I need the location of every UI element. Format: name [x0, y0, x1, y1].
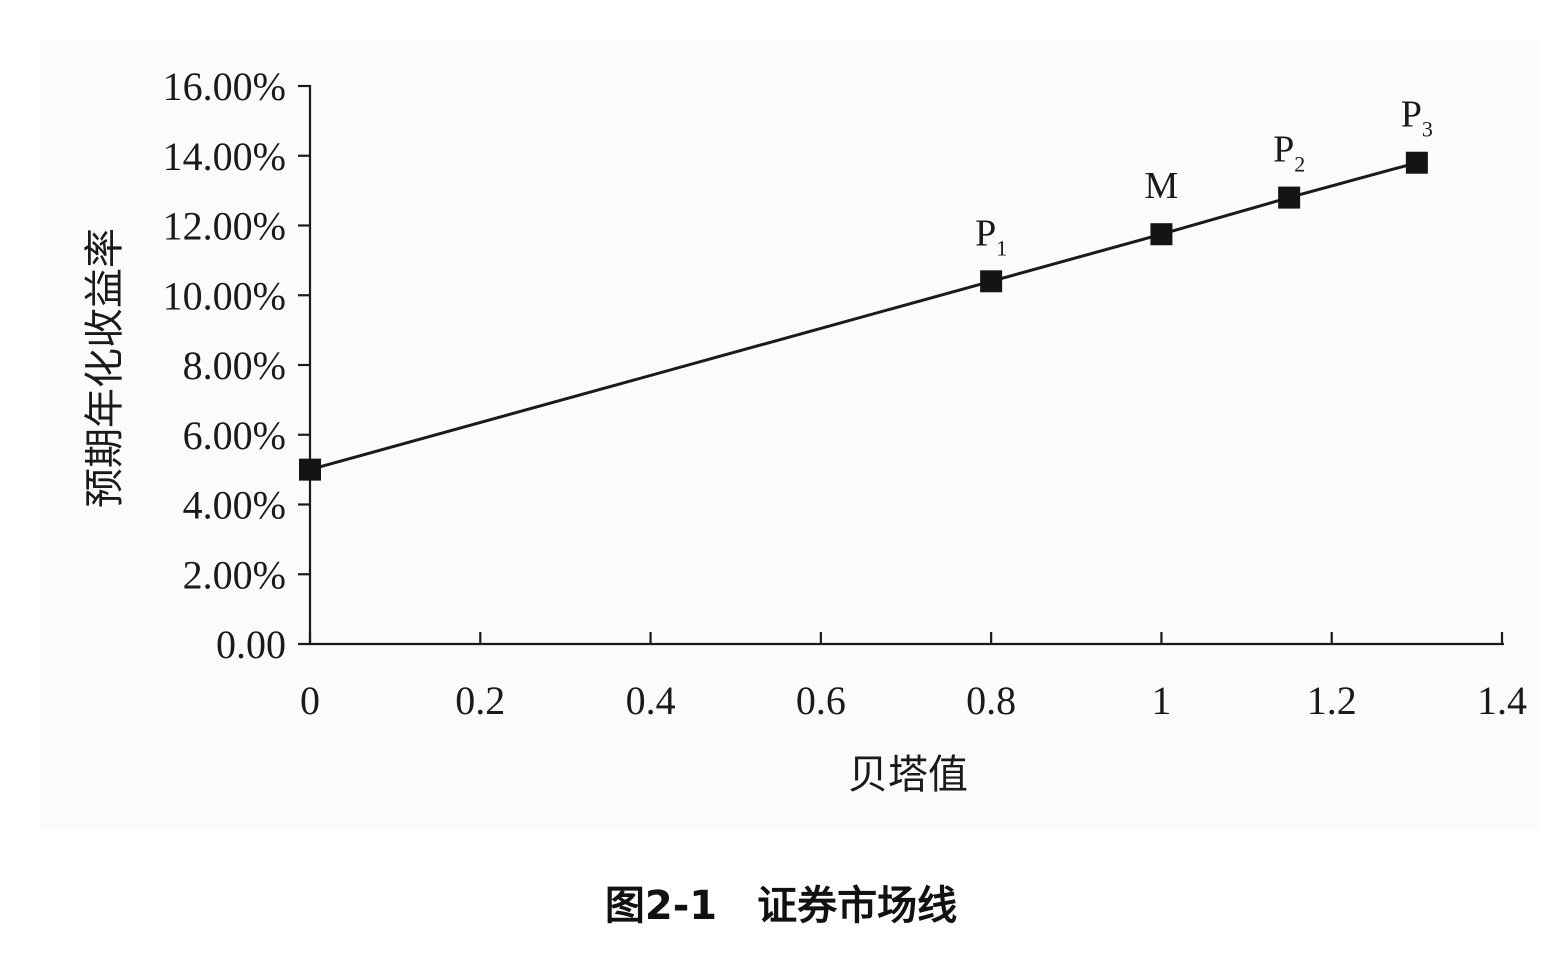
point-label-subscript: 1	[996, 235, 1007, 260]
point-label-subscript: 3	[1422, 117, 1433, 142]
x-tick-label: 1	[1151, 678, 1171, 723]
data-point-marker	[1150, 223, 1173, 246]
point-label: M	[1145, 165, 1179, 207]
data-point-marker	[1278, 186, 1301, 209]
chart-background	[40, 40, 1540, 830]
x-tick-label: 1.4	[1477, 678, 1527, 723]
y-tick-label: 4.00%	[183, 483, 286, 528]
x-tick-label: 0	[300, 678, 320, 723]
y-tick-label: 2.00%	[183, 552, 286, 597]
y-tick-label: 0.00	[216, 622, 286, 667]
y-tick-label: 10.00%	[163, 273, 286, 318]
x-tick-label: 1.2	[1307, 678, 1357, 723]
x-tick-label: 0.2	[455, 678, 505, 723]
x-axis-ticks: 0 0.2 0.4 0.6 0.8 1 1.2 1.4	[300, 632, 1527, 723]
data-point-marker	[1405, 151, 1428, 174]
point-label-subscript: 2	[1294, 152, 1305, 177]
y-tick-label: 6.00%	[183, 413, 286, 458]
y-tick-label: 14.00%	[163, 134, 286, 179]
y-tick-label: 16.00%	[163, 64, 286, 109]
x-axis-title: 贝塔值	[848, 752, 968, 798]
x-tick-label: 0.8	[966, 678, 1016, 723]
x-tick-label: 0.6	[796, 678, 846, 723]
y-tick-label: 8.00%	[183, 343, 286, 388]
data-point-marker	[299, 458, 321, 481]
data-point-marker	[980, 270, 1003, 293]
y-axis-title: 预期年化收益率	[82, 228, 128, 508]
y-tick-label: 12.00%	[163, 204, 286, 249]
x-tick-label: 0.4	[626, 678, 676, 723]
y-axis-ticks: 0.00 2.00% 4.00% 6.00% 8.00% 10.00% 12.00% 14.0…	[163, 64, 310, 667]
figure-caption: 图2-1 证券市场线	[604, 883, 958, 929]
